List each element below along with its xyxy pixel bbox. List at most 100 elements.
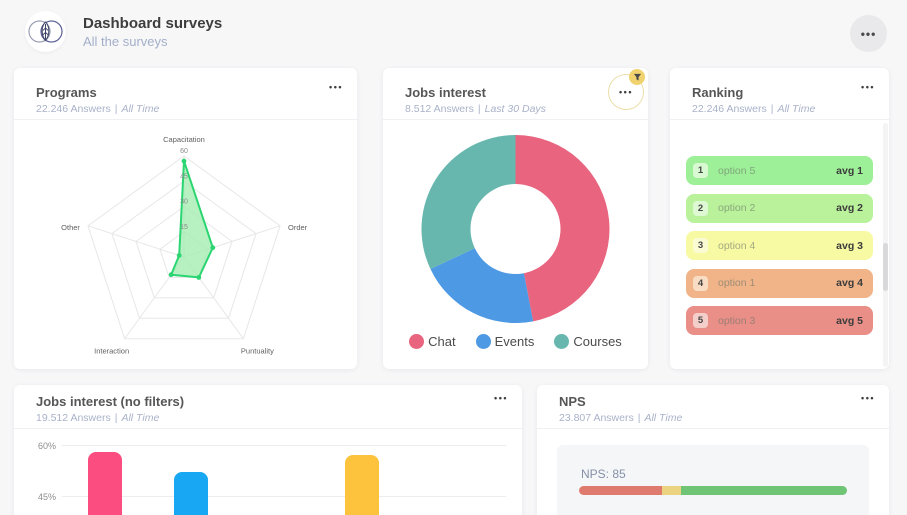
- nps-gauge-panel: NPS: 85: [557, 445, 869, 515]
- separator: |: [770, 103, 774, 115]
- separator: |: [114, 412, 118, 424]
- card-menu-button[interactable]: •••: [329, 82, 343, 92]
- answers-count: 23.807 Answers: [559, 412, 634, 424]
- card-bars-header: Jobs interest (no filters) 19.512 Answer…: [14, 385, 522, 429]
- svg-text:Interaction: Interaction: [94, 347, 129, 356]
- ranking-option-label: option 5: [718, 164, 756, 177]
- ranking-avg-value: avg 4: [836, 277, 863, 289]
- card-title: Jobs interest: [405, 85, 486, 100]
- ranking-avg-value: avg 2: [836, 202, 863, 214]
- svg-text:45: 45: [180, 173, 188, 180]
- legend-dot-icon: [475, 334, 491, 349]
- nps-score-label: NPS: 85: [581, 467, 626, 481]
- page-subtitle: All the surveys: [83, 34, 168, 49]
- time-filter: All Time: [121, 103, 160, 115]
- ranking-row[interactable]: 4 option 1 avg 4: [686, 268, 873, 298]
- ranking-row[interactable]: 3 option 4 avg 3: [686, 231, 873, 260]
- separator: |: [477, 103, 481, 115]
- bar-chart: 60% 45%: [14, 429, 522, 515]
- card-nps: NPS 23.807 Answers | All Time ••• NPS: 85: [537, 385, 889, 515]
- legend-item[interactable]: Events: [475, 334, 535, 349]
- app-logo[interactable]: [25, 11, 66, 52]
- ranking-option-label: option 1: [718, 277, 756, 289]
- legend-item[interactable]: Chat: [409, 334, 456, 349]
- svg-text:15: 15: [180, 224, 188, 231]
- gridline: [62, 496, 506, 497]
- page-menu-button[interactable]: •••: [850, 15, 887, 52]
- legend-label: Chat: [428, 334, 456, 349]
- svg-text:30: 30: [180, 199, 188, 206]
- svg-text:Capacitation: Capacitation: [163, 135, 205, 144]
- separator: |: [637, 412, 641, 424]
- svg-text:Other: Other: [61, 223, 80, 232]
- radar-chart: Capacitation Order Puntuality Interaction Ot…: [61, 135, 308, 356]
- ranking-row[interactable]: 2 option 2 avg 2: [686, 193, 873, 223]
- ellipsis-icon: •••: [860, 26, 877, 41]
- ranking-option-label: option 2: [718, 202, 756, 214]
- page-title: Dashboard surveys: [83, 15, 223, 32]
- ranking-row[interactable]: 1 option 5 avg 1: [686, 156, 873, 185]
- card-title: NPS: [559, 394, 586, 409]
- nps-segment: [662, 486, 681, 495]
- answers-count: 22.246 Answers: [692, 103, 767, 115]
- card-subtitle: 19.512 Answers | All Time: [36, 412, 500, 424]
- rank-number-badge: 1: [693, 163, 708, 178]
- answers-count: 8.512 Answers: [405, 103, 474, 115]
- scrollbar-thumb[interactable]: [883, 243, 888, 291]
- rank-number-badge: 4: [693, 275, 708, 291]
- card-subtitle: 8.512 Answers | Last 30 Days: [405, 103, 626, 115]
- answers-count: 19.512 Answers: [36, 412, 111, 424]
- card-programs-header: Programs 22.246 Answers | All Time •••: [14, 68, 357, 120]
- legend-dot-icon: [409, 334, 425, 349]
- legend-item[interactable]: Courses: [554, 334, 622, 349]
- nps-gauge-bar: [579, 486, 847, 495]
- card-title: Programs: [36, 85, 97, 100]
- time-filter: All Time: [777, 103, 816, 115]
- funnel-icon: [633, 73, 641, 81]
- time-filter: All Time: [644, 412, 683, 424]
- nps-segment: [680, 486, 847, 495]
- time-filter: All Time: [121, 412, 160, 424]
- card-menu-button[interactable]: •••: [494, 393, 508, 403]
- ranking-option-label: option 4: [718, 239, 756, 252]
- ranking-avg-value: avg 5: [836, 314, 863, 327]
- answers-count: 22.246 Answers: [36, 103, 111, 115]
- card-title: Jobs interest (no filters): [36, 394, 185, 409]
- y-axis-label: 45%: [37, 492, 56, 502]
- bar[interactable]: [88, 451, 122, 515]
- ranking-list: 1 option 5 avg 1 2 option 2 avg 2 3 option 4 avg…: [686, 156, 873, 344]
- card-jobs-interest: Jobs interest 8.512 Answers | Last 30 Days…: [383, 68, 648, 369]
- gridline: [62, 445, 506, 446]
- bar[interactable]: [345, 455, 380, 515]
- ranking-avg-value: avg 3: [836, 239, 863, 252]
- card-menu-button[interactable]: •••: [861, 393, 875, 403]
- time-filter: Last 30 Days: [484, 103, 546, 115]
- card-ranking-header: Ranking 22.246 Answers | All Time •••: [670, 68, 889, 120]
- ranking-option-label: option 3: [718, 314, 756, 327]
- separator: |: [114, 103, 118, 115]
- card-jobs-header: Jobs interest 8.512 Answers | Last 30 Days…: [383, 68, 648, 120]
- card-subtitle: 22.246 Answers | All Time: [692, 103, 867, 115]
- legend-dot-icon: [554, 334, 570, 349]
- rank-number-badge: 2: [693, 200, 708, 216]
- donut-slice-chat: [515, 135, 610, 322]
- card-menu-filter-button[interactable]: •••: [608, 69, 645, 110]
- card-nps-header: NPS 23.807 Answers | All Time •••: [537, 385, 889, 429]
- bar[interactable]: [173, 472, 208, 515]
- svg-text:Order: Order: [288, 223, 308, 232]
- svg-text:Puntuality: Puntuality: [241, 347, 274, 356]
- card-subtitle: 23.807 Answers | All Time: [559, 412, 867, 424]
- ranking-avg-value: avg 1: [836, 164, 863, 177]
- leaf-venn-logo-icon: [28, 20, 63, 43]
- rank-number-badge: 3: [693, 238, 708, 253]
- filter-active-badge: [629, 69, 645, 85]
- y-axis-label: 60%: [37, 441, 56, 451]
- donut-legend: Chat Events Courses: [383, 334, 648, 349]
- legend-label: Events: [494, 334, 535, 349]
- card-ranking: Ranking 22.246 Answers | All Time ••• 1 opt…: [670, 68, 889, 369]
- card-title: Ranking: [692, 85, 744, 100]
- donut-slice-events: [430, 248, 534, 323]
- ranking-row[interactable]: 5 option 3 avg 5: [686, 306, 873, 335]
- card-jobs-no-filters: Jobs interest (no filters) 19.512 Answer…: [14, 385, 522, 515]
- card-menu-button[interactable]: •••: [861, 82, 875, 92]
